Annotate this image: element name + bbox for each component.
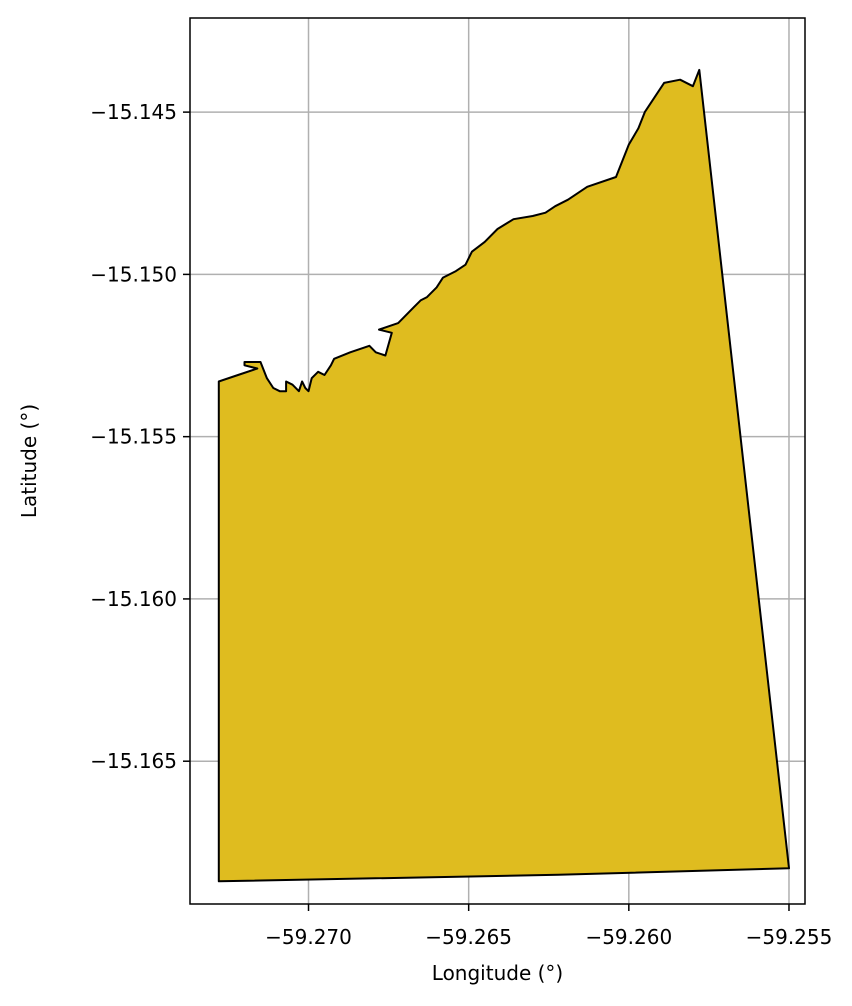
x-axis-label: Longitude (°) — [432, 961, 563, 985]
y-axis-label: Latitude (°) — [17, 404, 41, 518]
region-polygon — [217, 68, 790, 883]
x-tick-label: −59.265 — [425, 925, 512, 949]
x-tick-label: −59.255 — [746, 925, 833, 949]
plot-frame — [189, 17, 806, 905]
y-tick-label: −15.165 — [90, 749, 177, 773]
y-tick-label: −15.155 — [90, 425, 177, 449]
map-shapes — [217, 68, 790, 883]
x-tick-label: −59.270 — [265, 925, 352, 949]
x-tick-label: −59.260 — [585, 925, 672, 949]
y-tick-label: −15.160 — [90, 587, 177, 611]
y-tick-label: −15.150 — [90, 262, 177, 286]
y-tick-label: −15.145 — [90, 100, 177, 124]
axis-ticks: −59.270 −59.265 −59.260 −59.255 −15.145 −15.1… — [90, 100, 832, 949]
